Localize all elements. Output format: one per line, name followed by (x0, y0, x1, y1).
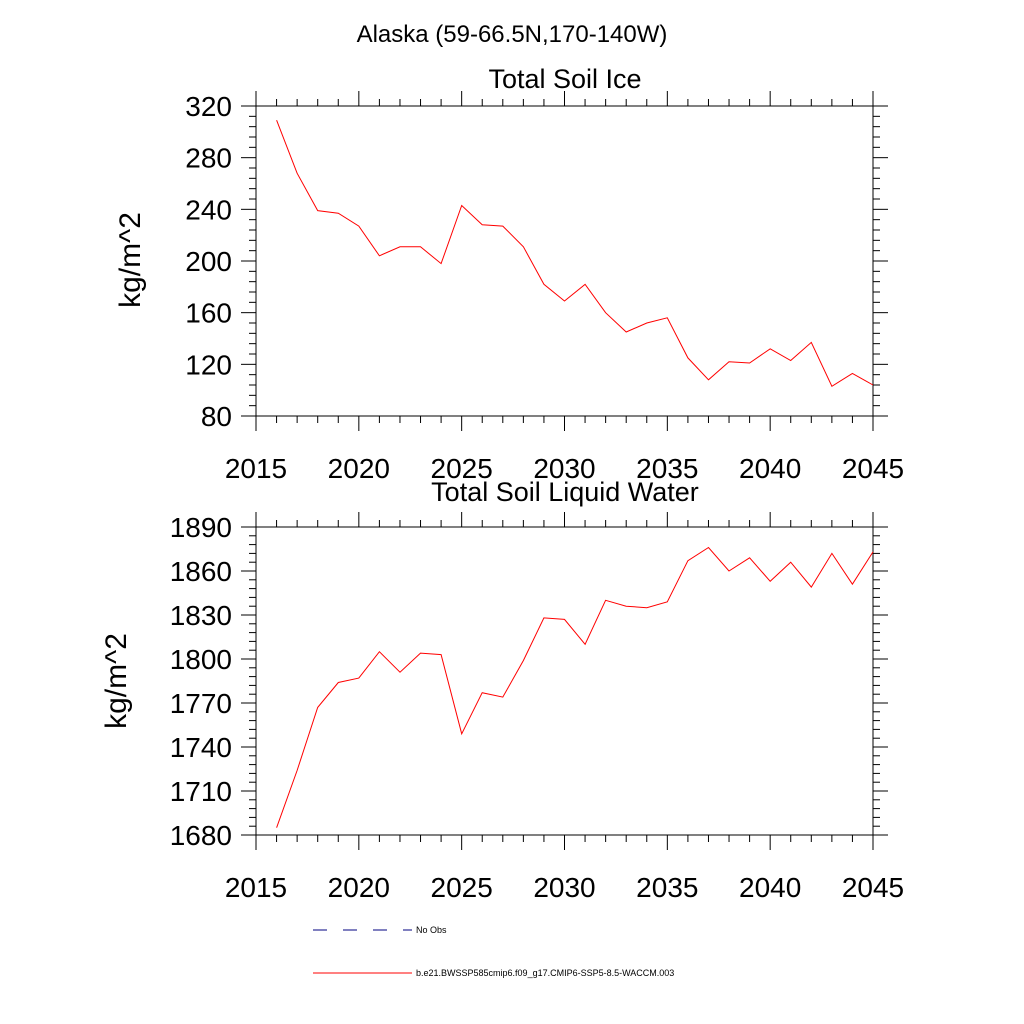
series-line (276, 546, 874, 828)
chart-panel-total-soil-liquid-water: Total Soil Liquid Water kg/m^2 2015 2020 2… (100, 477, 904, 903)
y-axis-label-ice: kg/m^2 (114, 212, 147, 308)
x-tick-label: 2020 (328, 872, 390, 903)
x-tick-label: 2040 (739, 453, 801, 484)
x-tick-label: 2025 (431, 872, 493, 903)
y-tick-label: 280 (185, 143, 232, 174)
y-tick-label: 1830 (170, 600, 232, 631)
x-tick-label: 2030 (533, 453, 595, 484)
ticks-ice (241, 91, 888, 431)
series-group-liquid (276, 546, 874, 828)
legend-label-model: b.e21.BWSSP585cmip6.f09_g17.CMIP6-SSP5-8… (416, 968, 674, 978)
x-tick-label: 2015 (225, 872, 287, 903)
y-tick-label: 200 (185, 246, 232, 277)
y-tick-label: 240 (185, 194, 232, 225)
series-group-ice (276, 120, 874, 388)
legend: No Obs b.e21.BWSSP585cmip6.f09_g17.CMIP6… (313, 925, 674, 978)
y-tick-label: 1740 (170, 732, 232, 763)
x-tick-label: 2020 (328, 453, 390, 484)
x-tick-label: 2025 (431, 453, 493, 484)
y-axis-label-liquid: kg/m^2 (100, 633, 133, 729)
y-tick-label: 1890 (170, 512, 232, 543)
x-tick-label: 2035 (636, 453, 698, 484)
panel-title-total-soil-liquid-water: Total Soil Liquid Water (431, 477, 699, 507)
x-tick-label: 2015 (225, 453, 287, 484)
y-tick-label: 1710 (170, 776, 232, 807)
y-tick-label: 80 (201, 401, 232, 432)
series-line (276, 120, 874, 388)
ticks-liquid (241, 512, 888, 850)
x-tick-label: 2045 (842, 453, 904, 484)
chart-panel-total-soil-ice: Total Soil Ice kg/m^2 2015 2020 2025 2030 20… (114, 64, 904, 484)
y-tick-label: 120 (185, 349, 232, 380)
y-tick-label: 1770 (170, 688, 232, 719)
x-tick-label: 2040 (739, 872, 801, 903)
legend-label-no-obs: No Obs (416, 925, 447, 935)
y-tick-label: 1860 (170, 556, 232, 587)
y-tick-label: 320 (185, 91, 232, 122)
x-tick-label: 2030 (533, 872, 595, 903)
panel-title-total-soil-ice: Total Soil Ice (488, 64, 641, 94)
tick-labels-ice: 2015 2020 2025 2030 2035 2040 2045 80 120 160 200 2… (185, 91, 904, 484)
x-tick-label: 2045 (842, 872, 904, 903)
main-title: Alaska (59-66.5N,170-140W) (357, 21, 668, 48)
y-tick-label: 1800 (170, 644, 232, 675)
x-tick-label: 2035 (636, 872, 698, 903)
y-tick-label: 1680 (170, 820, 232, 851)
y-tick-label: 160 (185, 298, 232, 329)
tick-labels-liquid: 2015 2020 2025 2030 2035 2040 2045 1680 1710 1740… (170, 512, 904, 903)
